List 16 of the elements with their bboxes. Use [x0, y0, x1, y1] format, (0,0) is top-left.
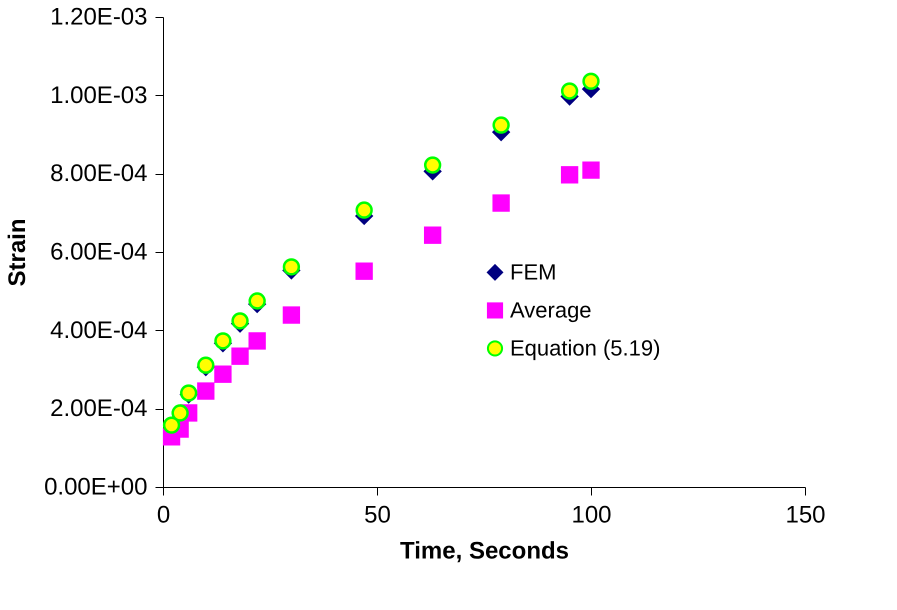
y-tick-label: 2.00E-04 [50, 395, 148, 422]
x-tick-label: 100 [571, 502, 612, 528]
x-axis-title: Time, Seconds [400, 538, 569, 564]
y-tick-label: 1.20E-03 [50, 4, 148, 30]
legend-label: Equation (5.19) [510, 335, 660, 360]
y-tick-label: 8.00E-04 [50, 160, 148, 188]
y-tick-label: 6.00E-04 [50, 238, 148, 266]
y-tick-label: 1.00E-03 [50, 82, 148, 109]
legend-label: FEM [510, 259, 556, 284]
y-axis-title: Strain [4, 218, 32, 287]
y-tick-label: 0.00E+00 [44, 474, 148, 500]
x-tick-label: 150 [785, 502, 826, 528]
x-tick-label: 0 [156, 502, 170, 528]
legend-label: Average [510, 297, 592, 322]
x-tick-label: 50 [364, 502, 391, 528]
y-tick-label: 4.00E-04 [50, 316, 148, 344]
